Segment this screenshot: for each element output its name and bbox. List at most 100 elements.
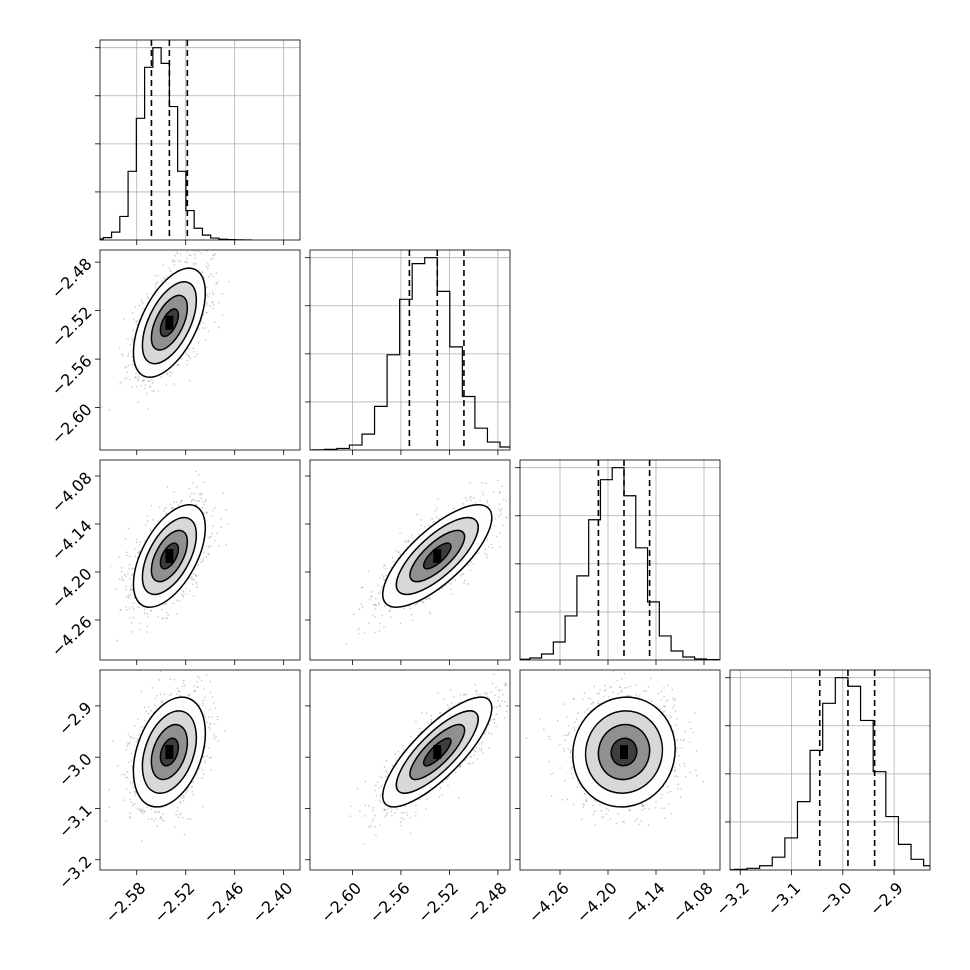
- scatter-point: [125, 575, 127, 577]
- scatter-point: [467, 583, 469, 585]
- scatter-point: [129, 378, 131, 381]
- scatter-point: [212, 307, 214, 310]
- scatter-point: [200, 319, 203, 322]
- scatter-point: [414, 604, 416, 606]
- scatter-point: [403, 607, 405, 610]
- scatter-point: [469, 569, 472, 572]
- scatter-point: [381, 574, 384, 576]
- scatter-point: [200, 492, 202, 495]
- scatter-point: [415, 603, 418, 605]
- scatter-point: [125, 585, 127, 588]
- scatter-point: [144, 387, 146, 389]
- scatter-point: [130, 585, 132, 587]
- scatter-point: [165, 612, 168, 614]
- scatter-point: [470, 495, 472, 498]
- scatter-point: [206, 250, 208, 252]
- scatter-point: [360, 586, 363, 589]
- scatter-point: [203, 248, 204, 249]
- scatter-point: [131, 589, 134, 591]
- scatter-point: [150, 504, 153, 507]
- scatter-point: [470, 499, 472, 502]
- scatter-point: [201, 270, 203, 273]
- pair-2-0-contour-2: [150, 529, 189, 583]
- scatter-point: [115, 588, 117, 590]
- scatter-point: [200, 561, 202, 563]
- pair-2-0-contour-0: [132, 504, 207, 608]
- scatter-point: [126, 551, 128, 553]
- scatter-point: [198, 473, 200, 476]
- scatter-point: [370, 596, 372, 598]
- pair-2-0-core: [165, 549, 174, 563]
- scatter-point: [145, 392, 148, 395]
- scatter-point: [486, 499, 488, 502]
- scatter-point: [371, 595, 373, 598]
- scatter-point: [392, 556, 394, 559]
- scatter-point: [186, 364, 188, 366]
- scatter-point: [207, 546, 210, 549]
- scatter-point: [166, 486, 168, 488]
- scatter-point: [192, 250, 194, 251]
- scatter-point: [127, 338, 129, 340]
- scatter-point: [164, 507, 166, 509]
- scatter-point: [120, 571, 123, 573]
- scatter-point: [127, 594, 130, 597]
- scatter-point: [497, 479, 499, 482]
- scatter-point: [202, 560, 204, 562]
- scatter-point: [182, 596, 184, 598]
- scatter-point: [190, 578, 193, 580]
- scatter-point: [194, 492, 196, 495]
- scatter-point: [221, 293, 223, 295]
- scatter-point: [125, 606, 127, 608]
- scatter-point: [438, 518, 440, 520]
- scatter-point: [481, 481, 483, 484]
- scatter-point: [198, 328, 200, 331]
- scatter-point: [193, 262, 195, 264]
- scatter-point: [161, 609, 163, 611]
- scatter-point: [189, 357, 192, 360]
- scatter-point: [127, 527, 130, 530]
- scatter-point: [146, 293, 148, 295]
- scatter-point: [188, 356, 190, 358]
- scatter-point: [454, 579, 456, 581]
- scatter-point: [169, 270, 172, 272]
- scatter-point: [499, 513, 502, 516]
- scatter-point: [215, 282, 217, 284]
- scatter-point: [452, 507, 455, 510]
- scatter-point: [118, 346, 121, 349]
- scatter-point: [133, 548, 136, 550]
- scatter-point: [384, 568, 387, 570]
- scatter-point: [208, 537, 210, 539]
- scatter-point: [133, 596, 136, 599]
- scatter-point: [477, 552, 480, 554]
- scatter-point: [131, 363, 133, 366]
- scatter-point: [185, 260, 187, 263]
- scatter-point: [210, 535, 213, 537]
- scatter-point: [345, 643, 347, 646]
- scatter-point: [187, 347, 190, 350]
- scatter-point: [205, 338, 207, 341]
- scatter-point: [176, 269, 179, 272]
- scatter-point: [130, 759, 133, 762]
- scatter-point: [484, 552, 486, 555]
- scatter-point: [220, 517, 222, 520]
- scatter-point: [195, 504, 197, 506]
- scatter-point: [181, 593, 183, 595]
- scatter-point: [143, 608, 146, 611]
- scatter-point: [116, 639, 118, 642]
- scatter-point: [135, 321, 137, 323]
- scatter-point: [194, 253, 196, 256]
- scatter-point: [173, 264, 176, 266]
- scatter-point: [136, 556, 139, 559]
- scatter-point: [215, 272, 218, 274]
- scatter-point: [179, 502, 182, 504]
- scatter-point: [176, 252, 179, 255]
- scatter-point: [462, 503, 465, 505]
- scatter-point: [493, 490, 495, 493]
- scatter-point: [121, 579, 124, 581]
- scatter-point: [132, 312, 134, 314]
- scatter-point: [375, 598, 377, 600]
- scatter-point: [132, 329, 134, 331]
- scatter-point: [128, 555, 131, 557]
- scatter-point: [203, 551, 205, 553]
- scatter-point: [433, 520, 435, 523]
